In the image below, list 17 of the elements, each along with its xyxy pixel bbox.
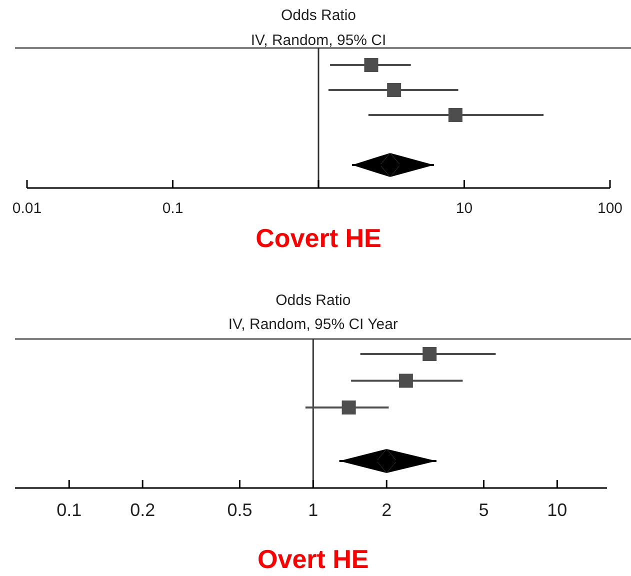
x-axis-title: Covert HE: [256, 223, 382, 253]
x-tick-label: 0.01: [12, 200, 42, 217]
x-tick-label: 0.1: [56, 500, 82, 520]
chart-subtitle: IV, Random, 95% CI Year: [228, 316, 398, 333]
x-tick-label: 0.5: [227, 500, 252, 520]
x-tick-label: 5: [478, 500, 489, 520]
x-tick-label: 10: [456, 200, 473, 217]
chart-title: Odds Ratio: [280, 7, 356, 24]
x-tick-label: 10: [547, 500, 568, 520]
x-tick-label: 1: [308, 500, 318, 520]
x-tick-label: 100: [597, 200, 623, 217]
chart-title: Odds Ratio: [276, 292, 351, 309]
x-tick-label: 0.1: [162, 200, 184, 217]
chart-subtitle: IV, Random, 95% CI: [250, 32, 386, 49]
x-axis-title: Overt HE: [258, 544, 369, 574]
x-tick-label: 2: [382, 500, 392, 520]
x-tick-label: 0.2: [130, 500, 156, 520]
